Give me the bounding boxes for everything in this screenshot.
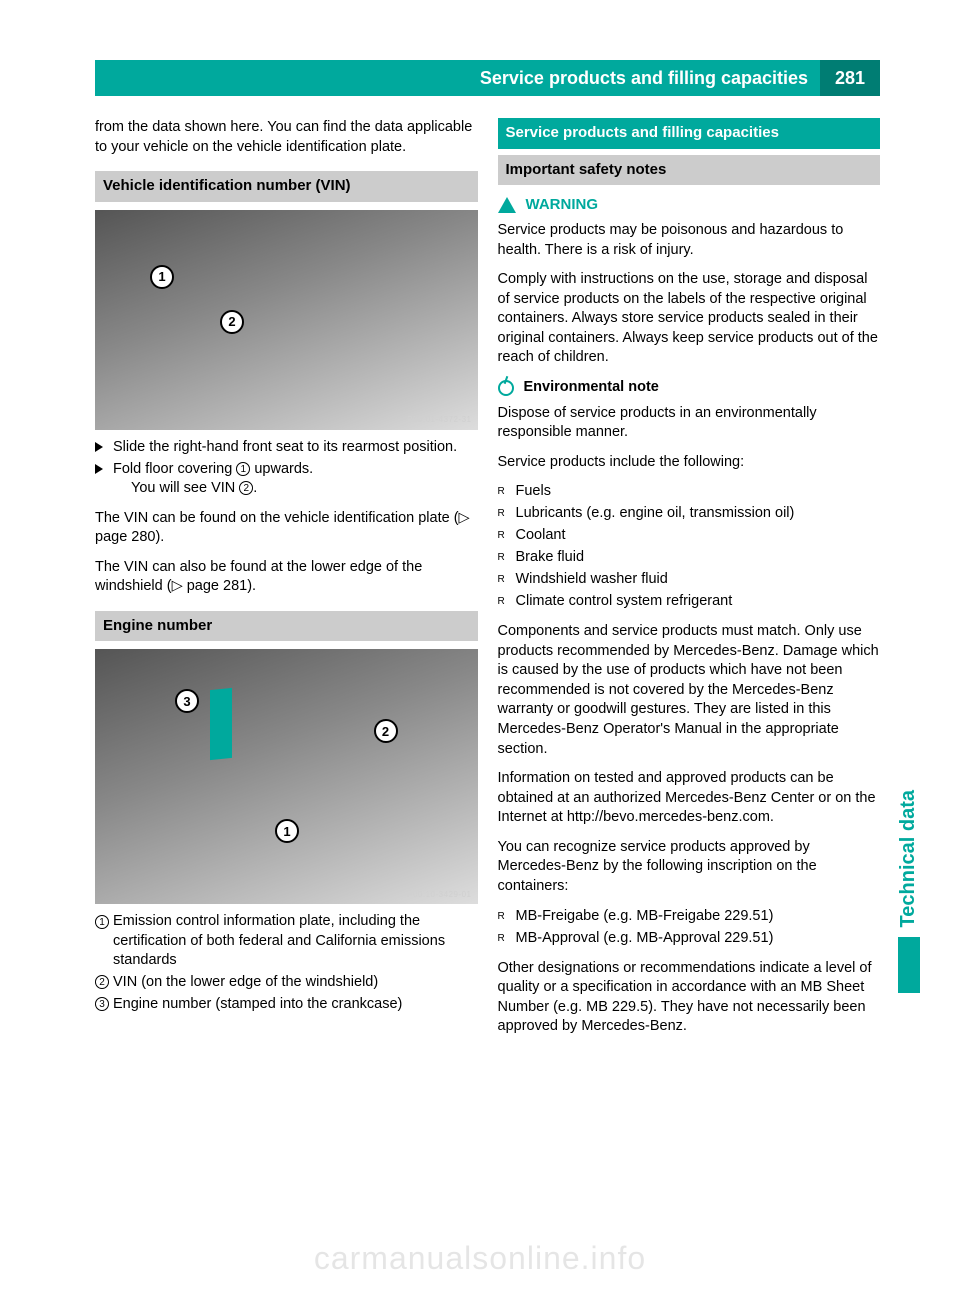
list-item: 2 VIN (on the lower edge of the windshie… xyxy=(95,973,478,993)
circled-2-icon: 2 xyxy=(239,481,253,495)
vin-paragraph: The VIN can be found on the vehicle iden… xyxy=(95,509,478,548)
service-products-list: RFuels RLubricants (e.g. engine oil, tra… xyxy=(498,482,881,612)
bullet-icon: R xyxy=(498,592,516,612)
mb-list: RMB-Freigabe (e.g. MB-Freigabe 229.51) R… xyxy=(498,907,881,949)
callout-2: 2 xyxy=(374,719,398,743)
warning-paragraph: Service products may be poisonous and ha… xyxy=(498,221,881,260)
vin-paragraph: The VIN can also be found at the lower e… xyxy=(95,558,478,597)
bullet-icon: R xyxy=(498,929,516,949)
list-item: Slide the right-hand front seat to its r… xyxy=(95,438,478,458)
circled-3-icon: 3 xyxy=(95,995,113,1015)
env-note-header: Environmental note xyxy=(498,378,881,398)
list-item: RLubricants (e.g. engine oil, transmissi… xyxy=(498,504,881,524)
legend-text: VIN (on the lower edge of the windshield… xyxy=(113,973,478,993)
section-heading-engine: Engine number xyxy=(95,611,478,641)
env-label: Environmental note xyxy=(524,378,659,398)
sub-text: You will see VIN 2. xyxy=(113,479,478,499)
sp-paragraph: Other designations or recommendations in… xyxy=(498,959,881,1037)
figure-watermark: P00.10-3429-01 xyxy=(407,890,471,901)
list-item: RCoolant xyxy=(498,526,881,546)
warning-paragraph: Comply with instructions on the use, sto… xyxy=(498,270,881,368)
engine-accent-shape xyxy=(210,688,232,760)
sp-paragraph: Information on tested and approved produ… xyxy=(498,769,881,828)
section-heading-safety: Important safety notes xyxy=(498,155,881,185)
list-item: Fold floor covering 1 upwards. You will … xyxy=(95,460,478,499)
bullet-icon: R xyxy=(498,504,516,524)
page-header: Service products and filling capacities … xyxy=(95,60,880,96)
list-item: RWindshield washer fluid xyxy=(498,570,881,590)
warning-label: WARNING xyxy=(526,195,599,215)
circled-1-icon: 1 xyxy=(236,462,250,476)
figure-vin: 1 2 P00.01-4372-31 xyxy=(95,210,478,430)
circled-1-icon: 1 xyxy=(95,912,113,971)
callout-2: 2 xyxy=(220,310,244,334)
chapter-heading: Service products and filling capacities xyxy=(498,118,881,148)
figure-watermark: P00.01-4372-31 xyxy=(407,415,471,426)
page-watermark: carmanualsonline.info xyxy=(0,1237,960,1280)
list-item: RFuels xyxy=(498,482,881,502)
figure-engine: 3 2 1 P00.10-3429-01 xyxy=(95,649,478,904)
side-tab: Technical data xyxy=(895,790,922,993)
list-item: RClimate control system refrigerant xyxy=(498,592,881,612)
sp-intro: Service products include the following: xyxy=(498,453,881,473)
bullet-icon: R xyxy=(498,548,516,568)
right-column: Service products and filling capacities … xyxy=(498,118,881,1047)
triangle-icon xyxy=(95,438,113,458)
section-heading-vin: Vehicle identification number (VIN) xyxy=(95,171,478,201)
env-paragraph: Dispose of service products in an enviro… xyxy=(498,404,881,443)
step-text: Slide the right-hand front seat to its r… xyxy=(113,438,478,458)
list-item: RMB-Approval (e.g. MB-Approval 229.51) xyxy=(498,929,881,949)
bullet-icon: R xyxy=(498,907,516,927)
callout-1: 1 xyxy=(275,819,299,843)
environment-icon xyxy=(498,380,514,396)
triangle-icon xyxy=(95,460,113,499)
bullet-icon: R xyxy=(498,482,516,502)
list-item: RBrake fluid xyxy=(498,548,881,568)
callout-1: 1 xyxy=(150,265,174,289)
content-columns: from the data shown here. You can find t… xyxy=(95,118,880,1047)
page: Service products and filling capacities … xyxy=(0,0,960,1302)
side-tab-block xyxy=(898,937,920,993)
vin-steps: Slide the right-hand front seat to its r… xyxy=(95,438,478,499)
legend-text: Emission control information plate, incl… xyxy=(113,912,478,971)
sp-paragraph: Components and service products must mat… xyxy=(498,622,881,759)
legend-text: Engine number (stamped into the crankcas… xyxy=(113,995,478,1015)
header-title: Service products and filling capacities xyxy=(95,60,820,96)
left-column: from the data shown here. You can find t… xyxy=(95,118,478,1047)
intro-paragraph: from the data shown here. You can find t… xyxy=(95,118,478,157)
list-item: 1 Emission control information plate, in… xyxy=(95,912,478,971)
warning-triangle-icon xyxy=(498,197,516,213)
callout-3: 3 xyxy=(175,689,199,713)
list-item: RMB-Freigabe (e.g. MB-Freigabe 229.51) xyxy=(498,907,881,927)
circled-2-icon: 2 xyxy=(95,973,113,993)
step-text: Fold floor covering 1 upwards. You will … xyxy=(113,460,478,499)
warning-header: WARNING xyxy=(498,195,881,215)
sp-paragraph: You can recognize service products appro… xyxy=(498,838,881,897)
side-tab-label: Technical data xyxy=(895,790,922,927)
bullet-icon: R xyxy=(498,570,516,590)
bullet-icon: R xyxy=(498,526,516,546)
list-item: 3 Engine number (stamped into the crankc… xyxy=(95,995,478,1015)
header-page-number: 281 xyxy=(820,60,880,96)
engine-legend: 1 Emission control information plate, in… xyxy=(95,912,478,1015)
